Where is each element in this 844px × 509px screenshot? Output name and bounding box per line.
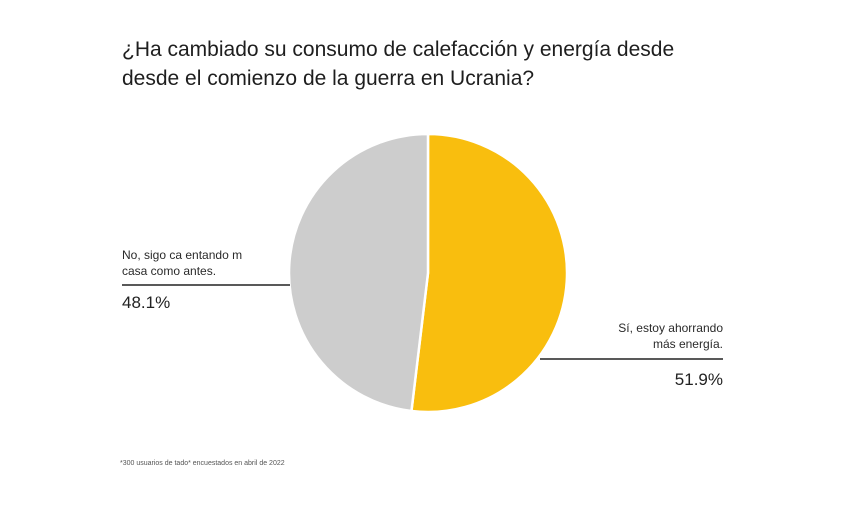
pie-slice-no — [287, 132, 430, 413]
chart-title-line-2: desde el comienzo de la guerra en Ucrani… — [122, 67, 535, 90]
slice-value-yes: 51.9% — [674, 370, 723, 389]
slice-label-no: No, sigo ca entando m casa como antes. — [122, 247, 292, 279]
slice-label-no-line-1: No, sigo ca entando m — [122, 248, 243, 262]
chart-title: ¿Ha cambiado su consumo de calefacción y… — [122, 35, 762, 93]
slice-label-yes-line-2: más energía. — [652, 337, 723, 351]
chart-title-line-1: ¿Ha cambiado su consumo de calefacción y… — [122, 38, 675, 61]
footnote: *300 usuarios de tado* encuestados en ab… — [120, 460, 285, 467]
slice-value-no: 48.1% — [122, 293, 171, 312]
slice-label-no-line-2: casa como antes. — [122, 264, 217, 278]
pie-slice-yes — [410, 132, 569, 414]
slice-label-yes-line-1: Sí, estoy ahorrando — [618, 321, 723, 335]
slice-label-yes: Sí, estoy ahorrando más energía. — [560, 320, 723, 352]
